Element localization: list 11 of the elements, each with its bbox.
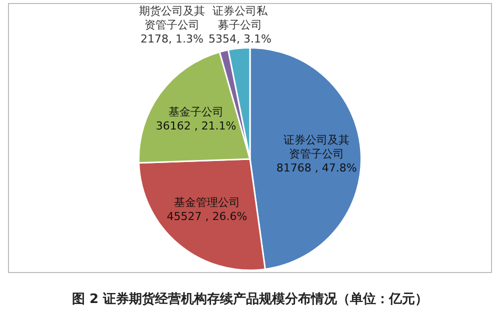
data-label: 5354, 3.1%	[208, 32, 272, 46]
text: 图 2 证券期货经营机构存续产品规模分布情况（单位：亿元）	[70, 290, 430, 308]
data-label: 2178, 1.3%	[140, 32, 204, 46]
data-label: 45527 , 26.6%	[166, 210, 248, 223]
data-label: 81768 , 47.8%	[276, 161, 357, 174]
data-label: 36162 , 21.1%	[156, 120, 236, 133]
slice-label: 证券公司及其资管子公司	[284, 133, 350, 160]
slice-label: 期货公司及其资管子公司	[139, 4, 205, 32]
slice-label: 基金子公司	[168, 106, 224, 119]
slice-label: 基金管理公司	[174, 196, 240, 209]
slice-label: 证券公司私募子公司	[212, 4, 268, 32]
